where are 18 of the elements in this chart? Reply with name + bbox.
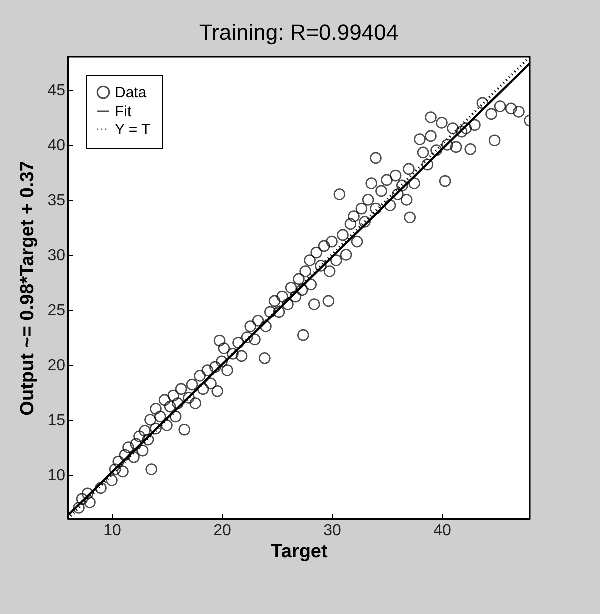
x-tick-label: 20 [214, 522, 232, 540]
y-tick-label: 30 [48, 248, 66, 264]
chart-title: Training: R=0.99404 [199, 20, 399, 45]
y-axis-title: Output ~= 0.98*Target + 0.37 [18, 161, 39, 416]
y-tick-label: 25 [48, 302, 66, 320]
y-tick-label: 40 [48, 138, 66, 154]
y-tick-label: 35 [48, 192, 66, 210]
legend-label: Y = T [115, 122, 151, 138]
legend-label: Fit [115, 104, 132, 120]
y-tick-label: 20 [48, 358, 66, 374]
x-tick-label: 40 [434, 522, 452, 540]
x-tick-label: 10 [104, 522, 122, 540]
y-tick-label: 15 [48, 412, 66, 430]
x-tick-label: 30 [324, 522, 342, 540]
y-tick-label: 45 [48, 82, 66, 100]
legend-label: Data [115, 84, 148, 102]
x-axis-title: Target [271, 542, 328, 562]
y-tick-label: 10 [48, 468, 66, 484]
